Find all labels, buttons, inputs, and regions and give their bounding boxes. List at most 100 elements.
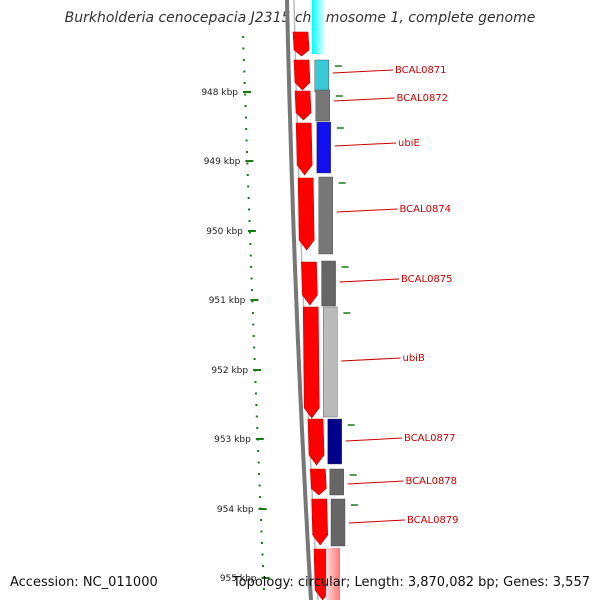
gene-label[interactable]: BCAL0874	[400, 204, 452, 215]
scale-dot	[257, 461, 260, 464]
axis-tick-label: 952 kbp	[211, 366, 248, 376]
scale-dot	[242, 47, 245, 50]
axis-tick-label: 948 kbp	[201, 88, 238, 98]
backbone-outer	[285, 0, 313, 600]
scale-dot	[262, 588, 265, 590]
scale-dot	[243, 70, 246, 73]
kbp-axis: 948 kbp 949 kbp 950 kbp 951 kbp 952 kbp 953 k…	[201, 88, 270, 584]
scale-dot	[250, 266, 253, 268]
scale-dot	[258, 473, 261, 475]
gene-block-bcal0875[interactable]	[321, 260, 336, 307]
scale-dot	[244, 105, 247, 107]
forward-cds-block	[311, 498, 329, 546]
scale-dot	[256, 427, 259, 429]
scale-dot	[242, 59, 245, 61]
gene-block-bcal0879[interactable]	[330, 498, 346, 547]
label-leader	[341, 357, 401, 362]
forward-cds-block	[297, 177, 315, 251]
gene-block-bcal0877[interactable]	[327, 418, 342, 465]
axis-tick-label: 953 kbp	[214, 435, 251, 445]
scale-dot	[248, 231, 251, 234]
scale-dot	[251, 312, 254, 314]
gene-label[interactable]: BCAL0872	[397, 93, 449, 104]
scale-dot	[250, 277, 253, 280]
scale-dot	[261, 553, 264, 556]
scale-dot	[252, 335, 255, 337]
label-leader	[339, 278, 400, 283]
forward-cds-block	[301, 261, 318, 306]
scale-dot	[262, 565, 264, 567]
label-leader	[347, 480, 404, 485]
scale-dot	[254, 381, 257, 383]
scale-dot	[246, 151, 248, 153]
scale-dot	[254, 392, 257, 395]
scale-dot	[246, 162, 249, 165]
gene-block-ubie[interactable]	[316, 121, 331, 174]
scale-dot	[252, 323, 255, 326]
scale-dot	[245, 128, 248, 130]
feature-track	[292, 0, 358, 600]
gene-block-bcal0878[interactable]	[329, 468, 344, 496]
scale-dot	[249, 254, 252, 257]
gene-block-bcal0872[interactable]	[315, 89, 330, 122]
forward-cds-block	[309, 468, 327, 496]
axis-tick-label: 954 kbp	[217, 505, 254, 515]
scale-dot	[247, 185, 250, 188]
gene-labels: BCAL0871 BCAL0872 ubiE BCAL0874 BCAL0875 ubiB…	[332, 65, 459, 526]
forward-cds-block	[307, 418, 325, 466]
scale-dot	[248, 220, 251, 222]
axis-tick-label: 955 kbp	[220, 574, 257, 584]
gene-label[interactable]: BCAL0875	[401, 274, 453, 285]
scale-dot	[248, 208, 251, 211]
forward-cds-block	[292, 31, 310, 57]
scale-dot	[244, 93, 247, 96]
scale-dot	[260, 519, 262, 521]
scale-dot	[255, 415, 258, 418]
axis-tick-label: 949 kbp	[204, 157, 241, 167]
gene-label[interactable]: BCAL0877	[404, 433, 456, 444]
scale-dot	[257, 450, 260, 452]
gene-label[interactable]: BCAL0878	[406, 476, 458, 487]
label-leader	[336, 208, 398, 213]
forward-cds-block	[293, 59, 311, 91]
gene-block-bcal0874[interactable]	[318, 176, 333, 255]
scale-dot	[251, 289, 253, 291]
gene-label[interactable]: ubiE	[398, 138, 420, 149]
scale-dot	[243, 82, 246, 84]
gene-label[interactable]: BCAL0879	[407, 515, 459, 526]
scale-dot	[245, 139, 248, 142]
label-leader	[348, 519, 406, 524]
gene-block-ubib[interactable]	[323, 306, 338, 418]
partial-feature-top	[312, 0, 326, 54]
gene-label[interactable]: BCAL0871	[395, 65, 447, 76]
partial-feature-bottom	[326, 548, 340, 600]
label-leader	[333, 97, 395, 102]
forward-cds-block	[295, 122, 313, 176]
forward-cds-block	[302, 306, 320, 419]
gene-label[interactable]: ubiB	[403, 353, 425, 364]
accession-text: Accession: NC_011000	[10, 575, 158, 590]
scale-dot	[258, 484, 261, 487]
label-leader	[334, 142, 397, 147]
scale-dot	[261, 542, 263, 544]
axis-tick-label: 951 kbp	[209, 296, 246, 306]
scale-dot	[251, 300, 254, 303]
scale-dot	[255, 404, 258, 406]
axis-tick-label: 950 kbp	[206, 227, 243, 237]
forward-cds-block	[294, 90, 312, 121]
scale-dot	[249, 243, 252, 245]
map-title: Burkholderia cenocepacia J2315 chromosom…	[64, 10, 536, 26]
topology-text: Topology: circular; Length: 3,870,082 bp…	[232, 575, 590, 590]
scale-dot	[242, 36, 245, 38]
scale-dot	[244, 116, 247, 119]
scale-dot	[253, 358, 256, 360]
scale-dot	[259, 496, 262, 498]
scale-dot	[253, 346, 256, 349]
scale-dot	[246, 174, 249, 176]
scale-dot	[247, 197, 250, 199]
scale-dot	[260, 530, 263, 533]
label-leader	[345, 437, 403, 442]
gene-block-bcal0871[interactable]	[314, 59, 329, 93]
label-leader	[332, 69, 394, 74]
